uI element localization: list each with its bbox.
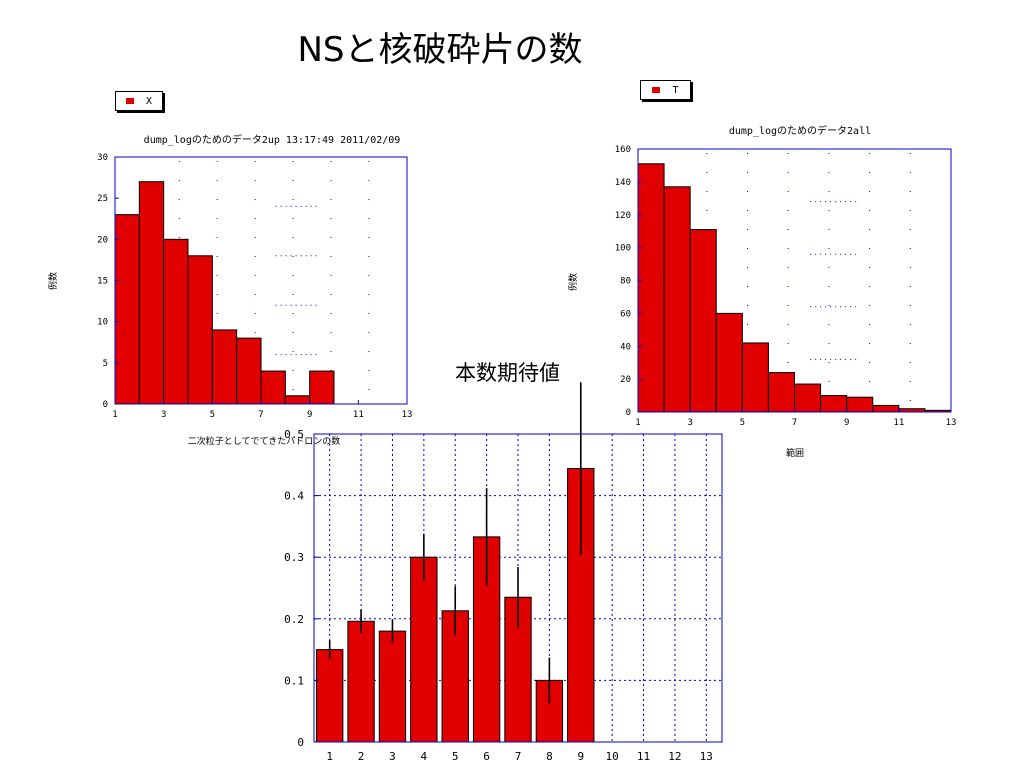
x-tick-label: 11	[893, 418, 904, 428]
y-tick-label: 0.4	[284, 490, 304, 503]
y-tick-label: 0	[626, 408, 631, 418]
legend-label: X	[145, 95, 153, 107]
bar	[187, 255, 213, 405]
y-tick-label: 80	[620, 277, 631, 287]
bar	[309, 370, 335, 405]
bar	[689, 229, 717, 413]
bar	[767, 372, 796, 413]
x-tick-label: 7	[515, 750, 522, 763]
legend-label: T	[672, 84, 679, 96]
x-tick-label: 1	[112, 410, 117, 420]
y-tick-label: 25	[97, 194, 108, 204]
expectation-bar-chart: 00.10.20.30.40.51 2 3 4 5 6 7 8 9 10 11 12 13	[284, 382, 723, 763]
x-tick-label: 7	[792, 418, 797, 428]
x-tick-label: 12	[668, 750, 681, 763]
x-tick-label: 13	[700, 750, 713, 763]
x-tick-label: 5	[740, 418, 745, 428]
y-tick-label: 0.5	[284, 428, 304, 441]
legend-chart-1: X	[115, 91, 163, 111]
chart-title: dump_logのためのデータ2up 13:17:49 2011/02/09	[144, 133, 401, 146]
x-tick-label: 3	[389, 750, 396, 763]
y-tick-label: 140	[615, 178, 631, 188]
x-tick-label: 5	[452, 750, 459, 763]
chart-title: dump_logのためのデータ2all	[729, 124, 871, 137]
y-tick-label: 0	[103, 400, 108, 410]
legend-chart-2: T	[640, 80, 691, 100]
bar	[410, 556, 438, 743]
bar	[211, 329, 238, 405]
bar	[236, 337, 262, 405]
bar	[872, 404, 900, 413]
x-tick-label: 3	[687, 418, 692, 428]
slide-title: NSと核破砕片の数	[297, 30, 583, 70]
y-tick-label: 30	[97, 153, 108, 163]
y-tick-label: 120	[615, 211, 631, 221]
bar	[715, 312, 743, 413]
y-axis-label: 例数	[567, 273, 579, 291]
x-tick-label: 9	[577, 750, 584, 763]
y-tick-label: 60	[620, 309, 631, 319]
x-tick-label: 2	[358, 750, 365, 763]
y-tick-label: 0.2	[284, 613, 304, 626]
legend-swatch	[125, 98, 134, 104]
bar	[260, 370, 286, 405]
bar	[663, 186, 691, 413]
bar	[846, 396, 874, 413]
y-tick-label: 40	[620, 342, 631, 352]
x-tick-label: 9	[844, 418, 849, 428]
x-tick-label: 11	[353, 410, 364, 420]
y-tick-label: 100	[615, 244, 631, 254]
x-tick-label: 4	[421, 750, 428, 763]
y-tick-label: 10	[97, 318, 108, 328]
y-tick-label: 20	[620, 375, 631, 385]
y-tick-label: 160	[615, 145, 631, 155]
y-tick-label: 15	[97, 277, 108, 287]
x-tick-label: 13	[946, 418, 957, 428]
y-axis-label: 例数	[47, 272, 59, 290]
bar	[637, 163, 665, 413]
plot-frame	[313, 433, 723, 743]
legend-swatch	[652, 87, 661, 93]
bar	[138, 181, 165, 405]
y-tick-label: 20	[97, 235, 108, 245]
y-tick-label: 0.1	[284, 674, 304, 687]
expectation-label: 本数期待値	[455, 361, 560, 385]
bar	[741, 342, 769, 413]
y-tick-label: 0	[297, 736, 304, 749]
bar	[316, 649, 344, 743]
y-tick-label: 5	[103, 359, 108, 369]
y-tick-label: 0.3	[284, 551, 304, 564]
bar	[114, 214, 140, 405]
x-tick-label: 1	[635, 418, 640, 428]
x-tick-label: 9	[307, 410, 312, 420]
x-axis-label: 範囲	[786, 447, 804, 459]
x-tick-label: 7	[258, 410, 263, 420]
bar	[378, 630, 407, 743]
x-tick-label: 1	[326, 750, 333, 763]
x-tick-label: 10	[606, 750, 619, 763]
x-tick-label: 11	[637, 750, 650, 763]
bar	[347, 620, 375, 743]
x-tick-label: 6	[483, 750, 490, 763]
bar	[163, 238, 189, 405]
bar	[820, 395, 848, 413]
x-tick-label: 13	[402, 410, 413, 420]
x-tick-label: 8	[546, 750, 553, 763]
bar	[284, 395, 311, 405]
bar	[794, 383, 822, 413]
x-tick-label: 5	[210, 410, 215, 420]
x-axis-label: 二次粒子としてでてきたハドロンの数	[188, 435, 340, 447]
x-tick-label: 3	[161, 410, 166, 420]
